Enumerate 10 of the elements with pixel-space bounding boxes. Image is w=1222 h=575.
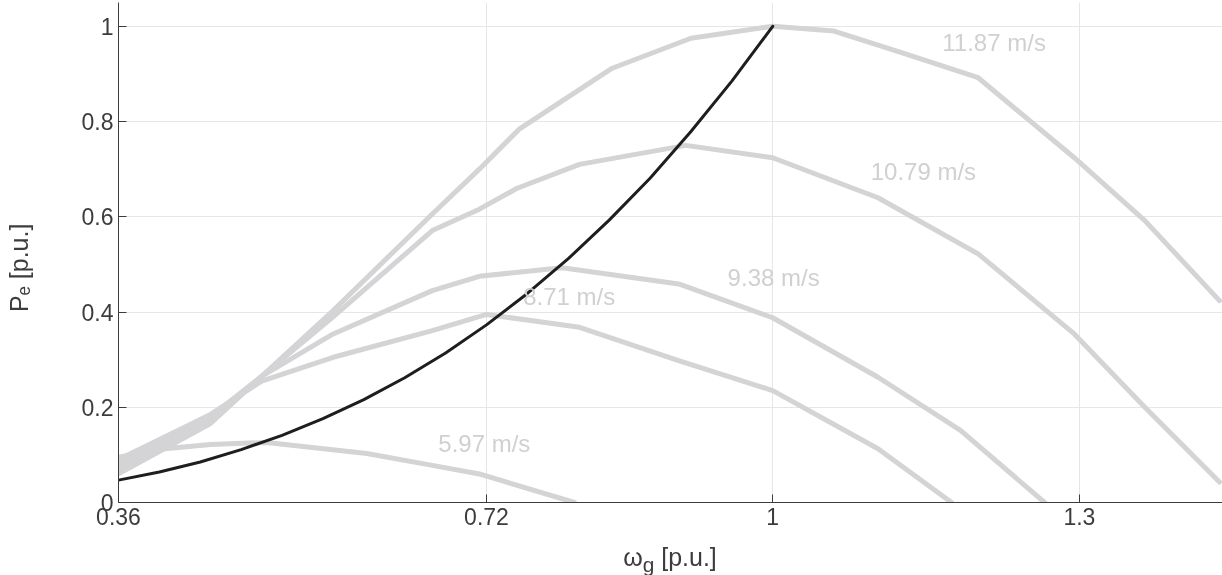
line-series: [118, 24, 775, 482]
y-tick-label: 0.2: [81, 394, 114, 421]
x-tick-label: 0.72: [464, 503, 509, 530]
y-axis-title: Pₑ [p.u.]: [4, 222, 35, 315]
x-tick-label: 1: [766, 503, 780, 530]
y-tick-label: 0.8: [81, 109, 114, 136]
x-tick-label: 1.3: [1063, 503, 1096, 530]
y-tick-label: 0.6: [81, 204, 114, 231]
y-tick-label: 0.4: [81, 299, 114, 326]
y-tick-label: 1: [100, 13, 114, 40]
